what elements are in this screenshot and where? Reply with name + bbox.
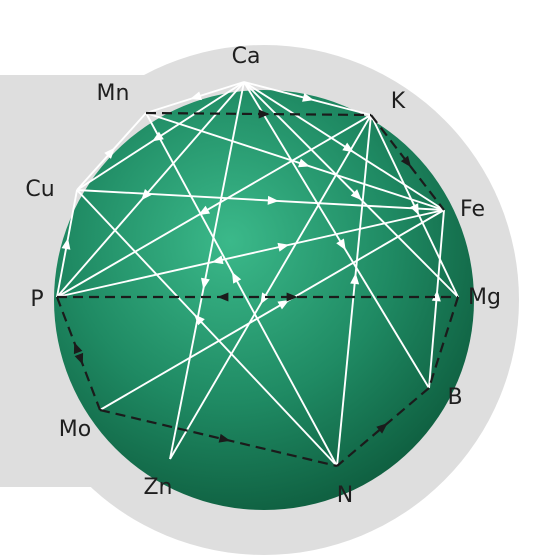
arrow-ca-k — [302, 93, 314, 102]
arrow-p-mo-back — [73, 342, 83, 355]
edge-ca-fe — [243, 81, 445, 211]
arrow-k-mg — [410, 203, 419, 216]
edge-k-fe — [370, 114, 445, 211]
edge-cu-n — [76, 189, 338, 467]
edge-p-mo — [55, 296, 102, 411]
node-label-cu: Cu — [25, 177, 54, 202]
arrow-ca-mn — [190, 91, 202, 101]
arrow-cu-p — [61, 238, 71, 250]
arrow-fe-p-fwd — [211, 255, 224, 265]
arrow-k-n — [350, 272, 360, 285]
edge-mn-n — [145, 112, 338, 467]
node-label-p: P — [30, 287, 43, 312]
arrow-p-mo-fwd — [74, 352, 84, 365]
arrow-k-fe — [400, 155, 412, 168]
edge-mn-fe — [145, 112, 445, 211]
arrow-b-n — [376, 423, 388, 434]
arrow-fe-b — [431, 290, 441, 302]
edge-mo-n — [99, 408, 338, 468]
arrow-mn-n — [231, 271, 242, 284]
edge-k-p — [56, 114, 372, 298]
arrow-ca-b — [336, 238, 346, 251]
edge-fe-mo — [99, 209, 445, 411]
node-label-mg: Mg — [468, 285, 501, 310]
node-label-mo: Mo — [59, 417, 91, 442]
arrow-ca-mg — [350, 189, 362, 201]
node-label-b: B — [447, 385, 462, 410]
arrow-mn-fe — [298, 158, 310, 168]
arrow-k-p — [198, 205, 211, 216]
arrow-p-mg-fwd — [286, 292, 298, 302]
edge-cu-fe — [76, 189, 445, 211]
node-label-zn: Zn — [143, 475, 172, 500]
edge-k-n — [336, 114, 372, 467]
edge-b-n — [336, 387, 430, 467]
edge-mn-k — [145, 111, 372, 117]
node-label-n: N — [337, 483, 353, 508]
arrow-cu-fe — [267, 195, 279, 205]
arrow-k-zn — [260, 292, 270, 305]
arrow-mo-n — [218, 433, 231, 443]
edge-k-zn — [169, 114, 372, 460]
node-label-ca: Ca — [232, 44, 261, 69]
edge-fe-p — [56, 209, 445, 298]
edge-ca-mg — [243, 81, 459, 298]
edge-ca-zn — [169, 81, 245, 460]
arrow-fe-p-back — [277, 242, 290, 252]
edge-layer — [55, 81, 460, 468]
arrow-cu-n — [194, 314, 205, 326]
arrow-fe-mo — [277, 300, 290, 310]
edge-ca-p — [56, 81, 245, 298]
label-layer: Ca K Fe Mg B N Zn Mo P Cu Mn — [25, 44, 501, 508]
arrow-p-mg-back — [217, 292, 229, 302]
arrow-ca-zn — [201, 277, 210, 290]
node-label-k: K — [391, 89, 406, 114]
arrow-cu-mn — [104, 147, 115, 159]
node-label-fe: Fe — [460, 197, 485, 222]
node-label-mn: Mn — [97, 81, 130, 106]
arrow-mn-k — [258, 109, 270, 119]
